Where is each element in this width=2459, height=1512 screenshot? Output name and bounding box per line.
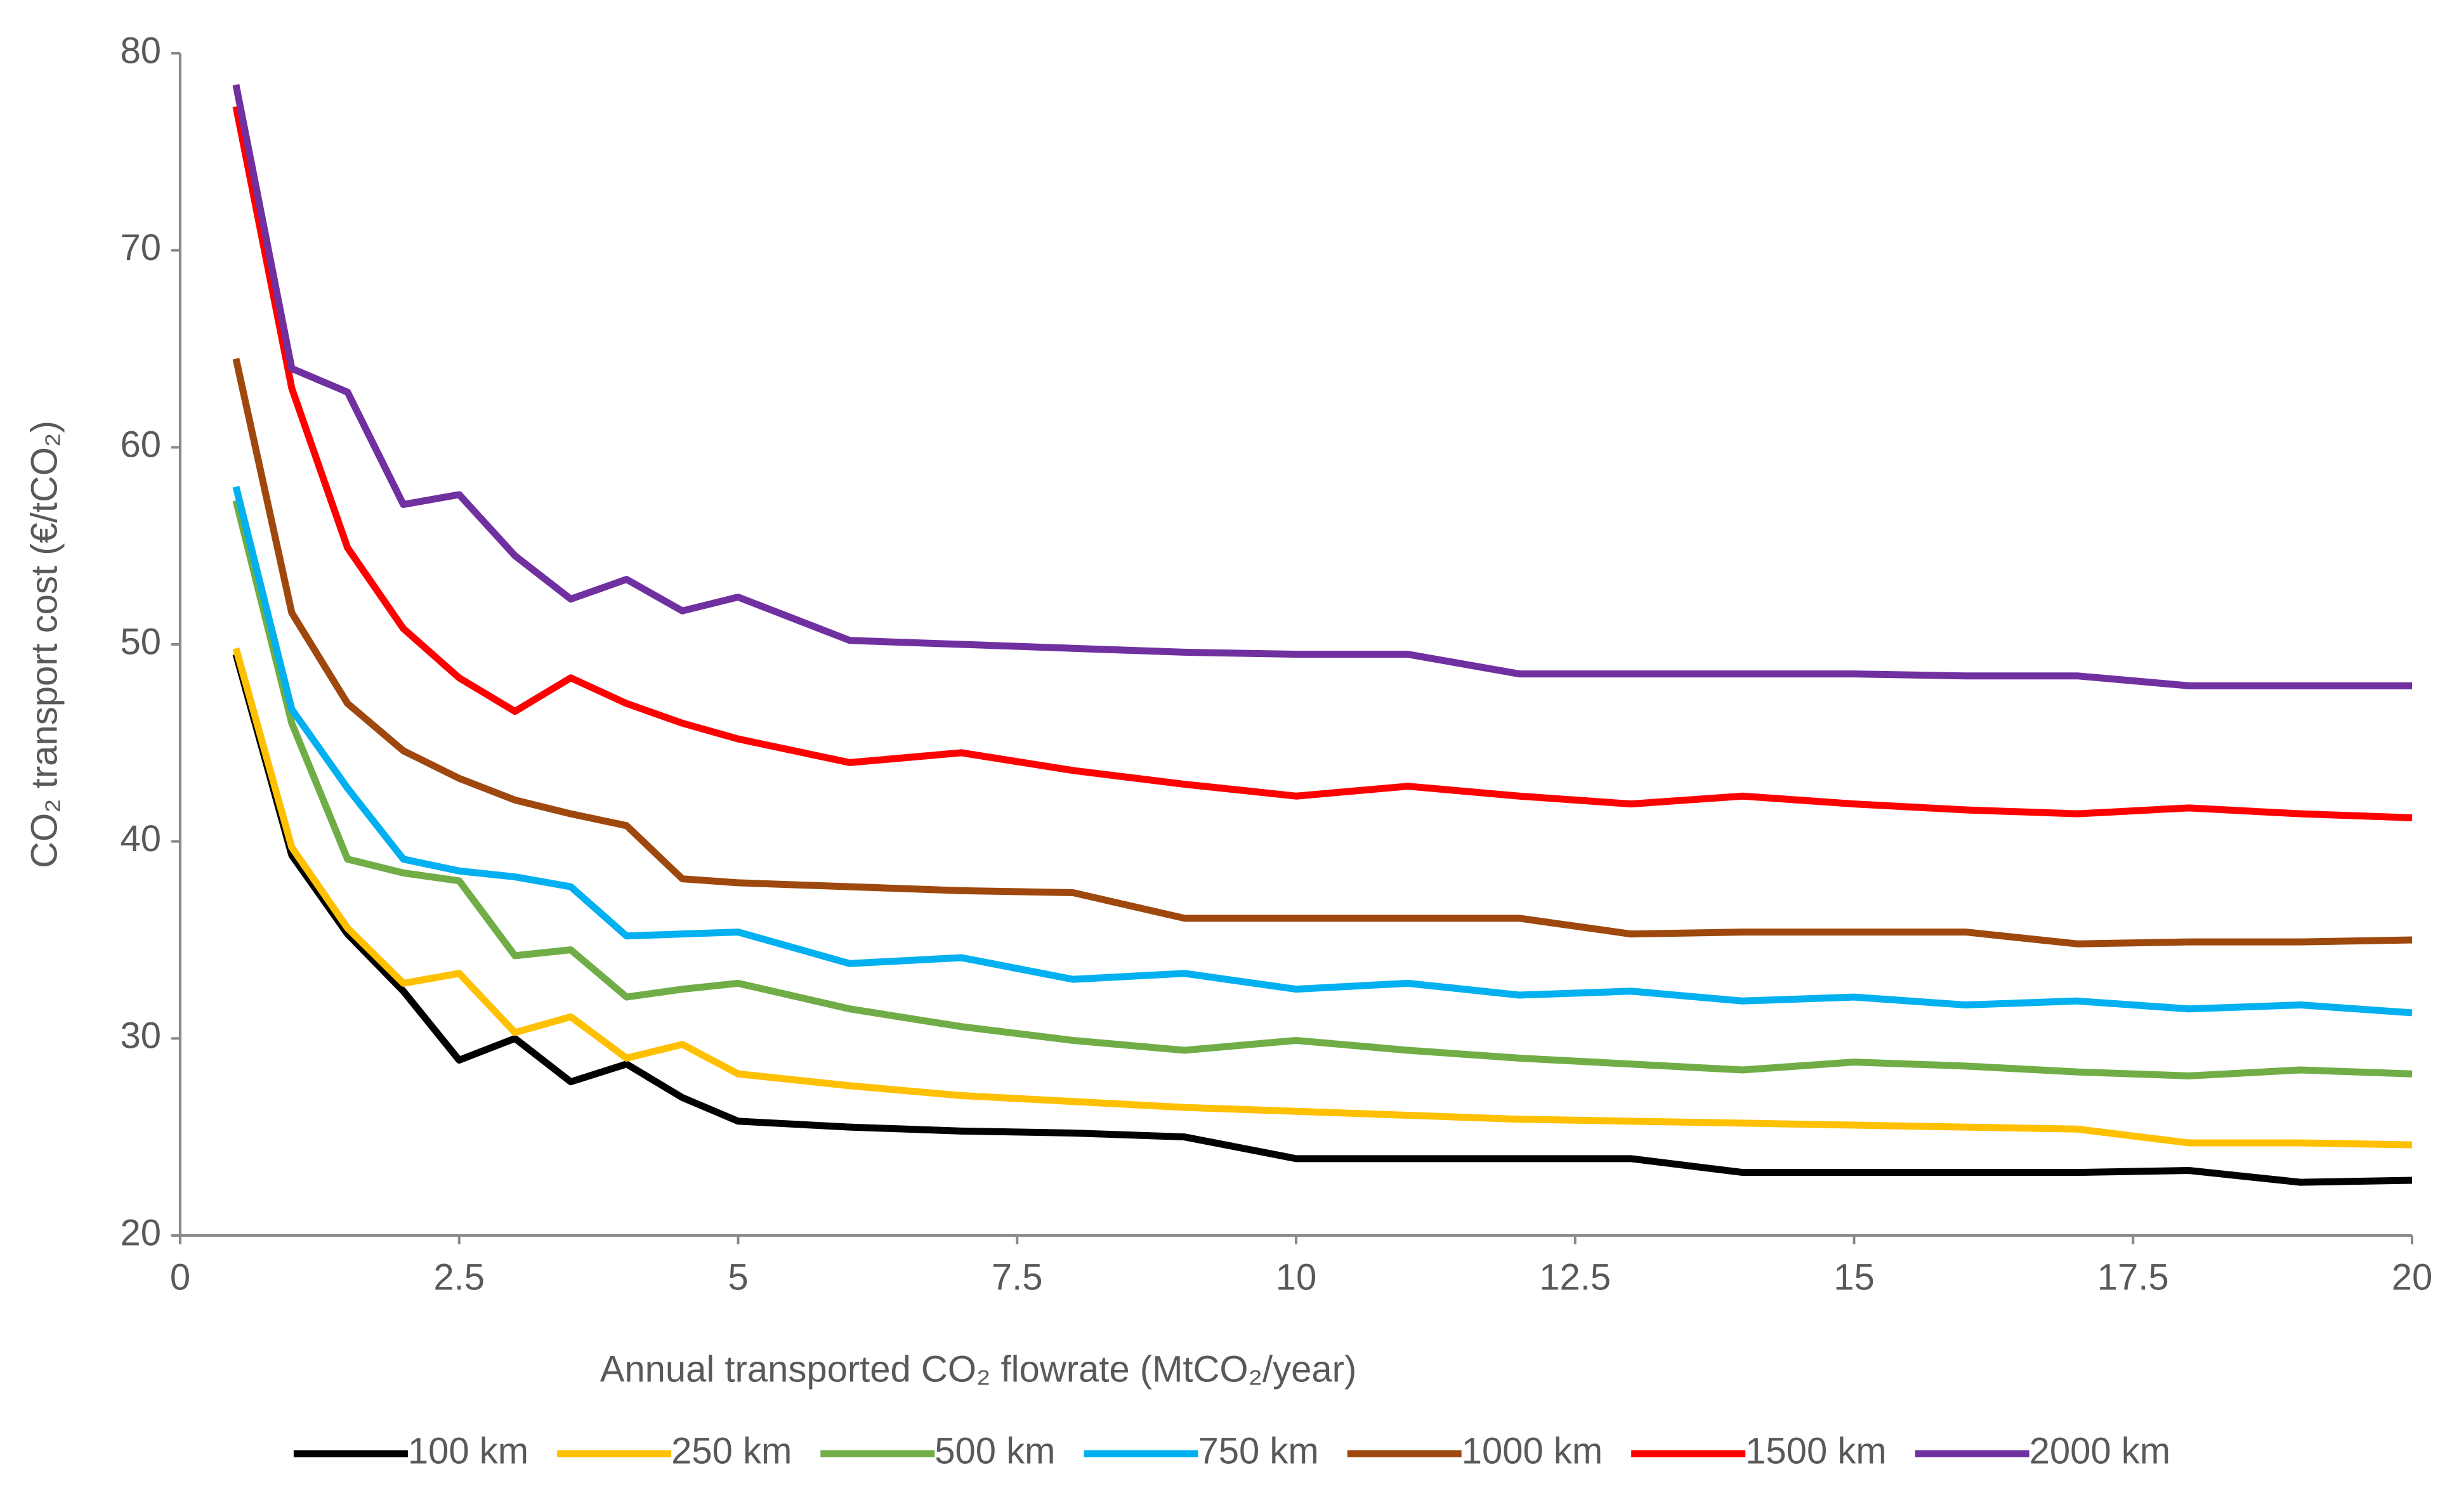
x-tick-label: 10 <box>1276 1256 1317 1298</box>
y-tick-label: 70 <box>120 227 161 268</box>
x-tick-label: 15 <box>1833 1256 1875 1298</box>
legend-label: 750 km <box>1198 1430 1319 1471</box>
x-tick-label: 7.5 <box>992 1256 1043 1298</box>
series-line <box>232 647 2413 1149</box>
legend-label: 250 km <box>671 1430 792 1471</box>
y-tick-label: 40 <box>120 818 161 859</box>
legend-label: 1500 km <box>1745 1430 1886 1471</box>
series-line <box>232 499 2413 1079</box>
y-tick-label: 60 <box>120 424 161 466</box>
y-tick-label: 30 <box>120 1015 161 1057</box>
y-tick-label: 20 <box>120 1212 161 1253</box>
legend-label: 100 km <box>408 1430 528 1471</box>
series-line <box>232 486 2413 1017</box>
legend-label: 1000 km <box>1462 1430 1603 1471</box>
x-tick-label: 12.5 <box>1539 1256 1611 1298</box>
x-tick-label: 0 <box>170 1256 190 1298</box>
x-tick-label: 17.5 <box>2097 1256 2169 1298</box>
x-tick-label: 2.5 <box>433 1256 485 1298</box>
legend-label: 2000 km <box>2029 1430 2170 1471</box>
series-line <box>232 653 2413 1186</box>
x-tick-label: 20 <box>2392 1256 2433 1298</box>
y-tick-label: 80 <box>120 30 161 71</box>
series-line <box>232 358 2413 948</box>
legend: 100 km 250 km 500 km 750 km 1000 km 1500 km 20… <box>293 1430 2170 1471</box>
legend-label: 500 km <box>934 1430 1055 1471</box>
x-axis-label: Annual transported CO₂ flowrate (MtCO₂/y… <box>600 1348 1357 1390</box>
y-axis-label: CO₂ transport cost (€/tCO₂) <box>23 420 65 868</box>
y-tick-label: 50 <box>120 621 161 662</box>
series-line <box>232 84 2412 689</box>
x-tick-label: 5 <box>728 1256 748 1298</box>
series-line <box>232 105 2413 821</box>
